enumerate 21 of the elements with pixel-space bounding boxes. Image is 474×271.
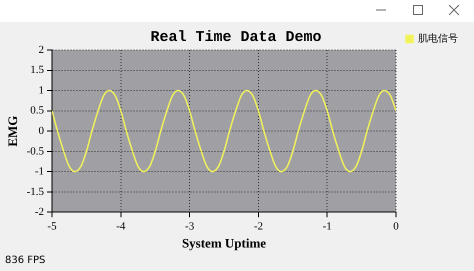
x-tick-label: -3 [185, 220, 195, 233]
x-axis-title: System Uptime [182, 236, 266, 251]
y-tick-label: 1 [38, 84, 44, 96]
y-tick-label: -0.5 [26, 145, 45, 158]
y-tick-label: 0.5 [30, 104, 45, 117]
y-tick-label: -2 [34, 206, 44, 218]
legend-label: 肌电信号 [418, 32, 458, 45]
x-tick-label: -1 [322, 220, 332, 233]
chart-title: Real Time Data Demo [150, 28, 322, 46]
x-tick-label: 0 [393, 220, 400, 233]
y-tick-label: 1.5 [30, 64, 45, 76]
y-axis-title: EMG [5, 116, 20, 147]
y-tick-label: -1 [34, 166, 44, 178]
x-tick-label: -5 [47, 220, 58, 233]
x-tick-label: -2 [254, 220, 263, 233]
y-tick-label: 0 [38, 124, 45, 137]
x-tick-label: -4 [116, 220, 126, 233]
y-tick-label: -1.5 [26, 186, 45, 198]
text: 836 FPS [5, 255, 46, 266]
y-tick-label: 2 [38, 44, 44, 56]
line-series [52, 90, 396, 172]
